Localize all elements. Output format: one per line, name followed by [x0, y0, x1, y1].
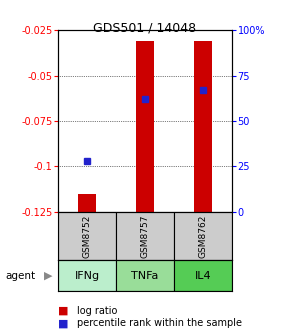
Text: IFNg: IFNg — [75, 270, 99, 281]
Bar — [116, 260, 174, 291]
Text: ■: ■ — [58, 318, 68, 328]
Text: IL4: IL4 — [195, 270, 211, 281]
Text: GSM8757: GSM8757 — [140, 214, 150, 258]
Bar — [58, 260, 116, 291]
Text: agent: agent — [6, 270, 36, 281]
Text: ▶: ▶ — [44, 270, 52, 281]
Bar — [58, 212, 116, 260]
Bar — [136, 41, 154, 212]
Text: TNFa: TNFa — [131, 270, 159, 281]
Text: GDS501 / 14048: GDS501 / 14048 — [93, 22, 197, 35]
Text: percentile rank within the sample: percentile rank within the sample — [77, 318, 242, 328]
Text: GSM8752: GSM8752 — [82, 214, 92, 258]
Bar — [116, 212, 174, 260]
Bar — [78, 194, 96, 212]
Text: log ratio: log ratio — [77, 306, 117, 316]
Text: GSM8762: GSM8762 — [198, 214, 208, 258]
Text: ■: ■ — [58, 306, 68, 316]
Bar — [194, 41, 212, 212]
Bar — [174, 260, 232, 291]
Bar — [174, 212, 232, 260]
